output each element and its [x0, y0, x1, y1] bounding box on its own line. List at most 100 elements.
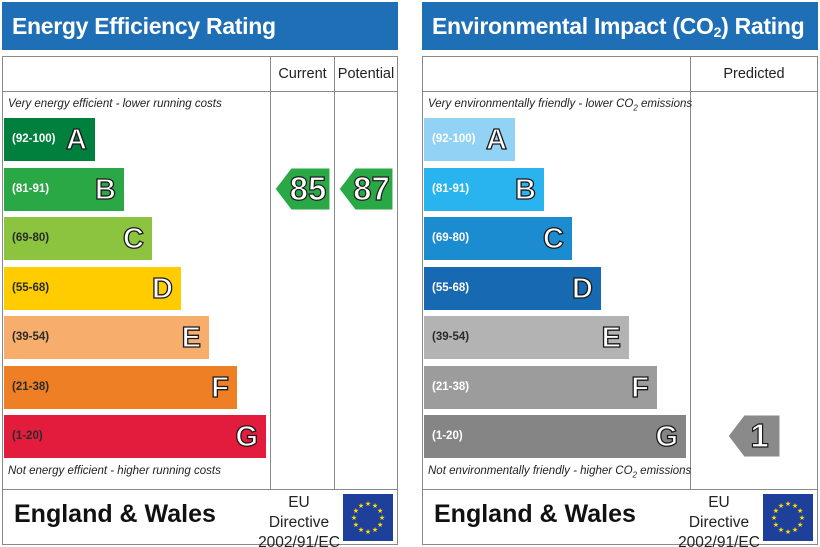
- band-range-label: (1-20): [12, 430, 43, 442]
- band-range-label: (55-68): [12, 281, 50, 294]
- potential-rating-arrow: 87: [338, 166, 394, 211]
- band-range-label: (39-54): [432, 331, 470, 343]
- svg-text:★: ★: [785, 528, 791, 536]
- svg-text:★: ★: [377, 521, 383, 529]
- band-a: (92-100) A: [4, 118, 95, 161]
- band-e: (39-54) E: [424, 316, 629, 359]
- env-col-divider: [690, 57, 691, 490]
- band-range-label: (81-91): [432, 182, 470, 195]
- env-directive-line2: 2002/91/EC: [678, 534, 760, 547]
- svg-text:★: ★: [799, 514, 805, 522]
- band-range-label: (92-100): [12, 133, 56, 145]
- svg-text:★: ★: [358, 502, 364, 510]
- svg-text:★: ★: [372, 526, 378, 534]
- energy-title-text: Energy Efficiency Rating: [12, 13, 276, 39]
- energy-footer-region: England & Wales: [14, 500, 216, 528]
- environmental-panel-title: Environmental Impact (CO2) Rating: [422, 2, 818, 50]
- band-letter: F: [211, 371, 230, 404]
- energy-col-divider-2: [334, 57, 335, 490]
- svg-text:★: ★: [379, 514, 385, 522]
- band-range-label: (69-80): [12, 232, 50, 244]
- potential-rating-value: 87: [353, 169, 391, 207]
- env-title-sub: 2: [713, 24, 722, 40]
- svg-text:★: ★: [785, 500, 791, 508]
- energy-directive-line1: EU Directive: [268, 494, 330, 531]
- energy-top-caption: Very energy efficient - lower running co…: [8, 98, 222, 110]
- predicted-column-header: Predicted: [723, 66, 785, 82]
- svg-text:★: ★: [778, 502, 784, 510]
- eu-flag-icon: ★ ★ ★ ★ ★ ★ ★ ★ ★ ★ ★ ★: [763, 494, 813, 541]
- env-bottom-caption: Not environmentally friendly - higher CO…: [428, 465, 692, 480]
- svg-text:★: ★: [351, 514, 357, 522]
- svg-text:★: ★: [377, 507, 383, 515]
- env-directive-line1: EU Directive: [688, 494, 750, 531]
- energy-header-divider: [3, 91, 397, 92]
- band-g: (1-20) G: [4, 415, 266, 458]
- band-letter: D: [571, 272, 593, 305]
- svg-text:★: ★: [353, 507, 359, 515]
- band-range-label: (81-91): [12, 182, 50, 195]
- band-letter: G: [235, 420, 259, 453]
- energy-efficiency-panel: Energy Efficiency Rating Current Potenti…: [2, 2, 398, 547]
- env-footer-region: England & Wales: [434, 500, 636, 528]
- energy-footer-divider: [3, 489, 397, 490]
- svg-text:★: ★: [773, 521, 779, 529]
- band-d: (55-68) D: [424, 266, 601, 310]
- energy-chart-frame: Current Potential Very energy efficient …: [2, 56, 398, 547]
- band-letter: C: [542, 222, 564, 255]
- energy-directive-line2: 2002/91/EC: [258, 534, 340, 547]
- band-letter: B: [94, 173, 116, 206]
- band-b: (81-91) B: [4, 167, 124, 211]
- current-rating-value: 85: [289, 169, 327, 207]
- env-title-pre: Environmental Impact (CO: [432, 13, 714, 39]
- band-letter: E: [181, 321, 202, 354]
- eu-flag-icon: ★ ★ ★ ★ ★ ★ ★ ★ ★ ★ ★ ★: [343, 494, 393, 541]
- svg-text:★: ★: [365, 500, 371, 508]
- svg-text:★: ★: [797, 507, 803, 515]
- svg-text:★: ★: [771, 514, 777, 522]
- svg-text:★: ★: [792, 526, 798, 534]
- environmental-impact-panel: Environmental Impact (CO2) Rating Predic…: [422, 2, 818, 547]
- env-title-post: ) Rating: [721, 13, 805, 39]
- svg-text:★: ★: [797, 521, 803, 529]
- band-range-label: (69-80): [432, 232, 470, 244]
- band-d: (55-68) D: [4, 266, 181, 310]
- band-letter: C: [122, 222, 144, 255]
- predicted-rating-arrow: 1: [727, 414, 781, 458]
- band-letter: A: [65, 123, 87, 156]
- band-letter: D: [151, 272, 173, 305]
- energy-eu-directive: EU Directive 2002/91/EC: [258, 493, 340, 547]
- band-range-label: (92-100): [432, 133, 476, 145]
- env-header-divider: [423, 91, 817, 92]
- band-e: (39-54) E: [4, 316, 209, 359]
- band-b: (81-91) B: [424, 167, 544, 211]
- svg-text:★: ★: [365, 528, 371, 536]
- band-range-label: (21-38): [12, 380, 50, 393]
- band-range-label: (39-54): [12, 331, 50, 343]
- band-g: (1-20) G: [424, 415, 686, 458]
- band-letter: F: [631, 371, 650, 404]
- env-footer-divider: [423, 489, 817, 490]
- env-eu-directive: EU Directive 2002/91/EC: [678, 493, 760, 547]
- environmental-chart-frame: Predicted Very environmentally friendly …: [422, 56, 818, 547]
- band-range-label: (1-20): [432, 430, 463, 442]
- band-letter: A: [485, 123, 507, 156]
- band-letter: G: [655, 420, 679, 453]
- current-rating-arrow: 85: [274, 166, 331, 211]
- band-range-label: (21-38): [432, 380, 470, 393]
- predicted-rating-value: 1: [750, 416, 770, 454]
- band-letter: B: [514, 173, 536, 206]
- band-c: (69-80) C: [424, 217, 572, 260]
- band-f: (21-38) F: [424, 365, 657, 409]
- current-column-header: Current: [278, 66, 327, 82]
- svg-text:★: ★: [372, 502, 378, 510]
- band-f: (21-38) F: [4, 365, 237, 409]
- svg-text:★: ★: [353, 521, 359, 529]
- band-letter: E: [601, 321, 622, 354]
- band-c: (69-80) C: [4, 217, 152, 260]
- potential-column-header: Potential: [337, 66, 395, 82]
- band-a: (92-100) A: [424, 118, 515, 161]
- svg-text:★: ★: [358, 526, 364, 534]
- svg-text:★: ★: [773, 507, 779, 515]
- env-top-caption: Very environmentally friendly - lower CO…: [428, 98, 693, 113]
